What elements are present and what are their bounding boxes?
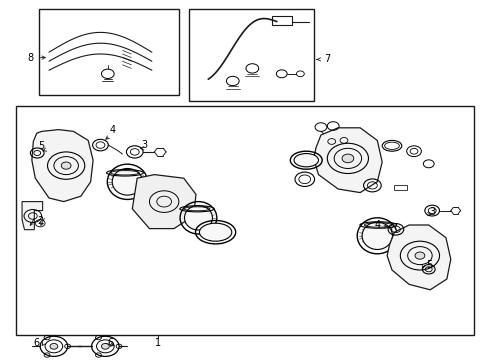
- Text: 4: 4: [110, 125, 116, 135]
- Circle shape: [342, 154, 354, 163]
- Bar: [16, 106, 474, 335]
- Text: 6: 6: [107, 338, 113, 348]
- Circle shape: [101, 343, 109, 349]
- Polygon shape: [387, 225, 451, 290]
- Polygon shape: [32, 130, 93, 202]
- Bar: [272, 16, 292, 25]
- Text: 5: 5: [39, 141, 45, 151]
- Bar: [394, 185, 407, 190]
- Ellipse shape: [112, 168, 143, 195]
- Circle shape: [61, 162, 71, 169]
- Text: 3: 3: [142, 140, 147, 150]
- Ellipse shape: [185, 206, 213, 230]
- Ellipse shape: [294, 153, 318, 167]
- Polygon shape: [314, 128, 382, 193]
- Ellipse shape: [362, 222, 392, 249]
- Text: 1: 1: [155, 338, 161, 348]
- Polygon shape: [22, 202, 43, 230]
- Text: 7: 7: [324, 54, 330, 64]
- Circle shape: [415, 252, 425, 259]
- Ellipse shape: [199, 223, 232, 241]
- Text: 4: 4: [374, 220, 380, 230]
- Bar: [39, 9, 179, 95]
- Text: 6: 6: [34, 338, 40, 348]
- Text: 3: 3: [430, 207, 436, 217]
- Polygon shape: [132, 175, 196, 229]
- Text: 8: 8: [27, 53, 33, 63]
- Text: 2: 2: [38, 216, 44, 226]
- Text: 5: 5: [427, 260, 433, 270]
- Bar: [189, 9, 314, 101]
- Circle shape: [50, 343, 58, 349]
